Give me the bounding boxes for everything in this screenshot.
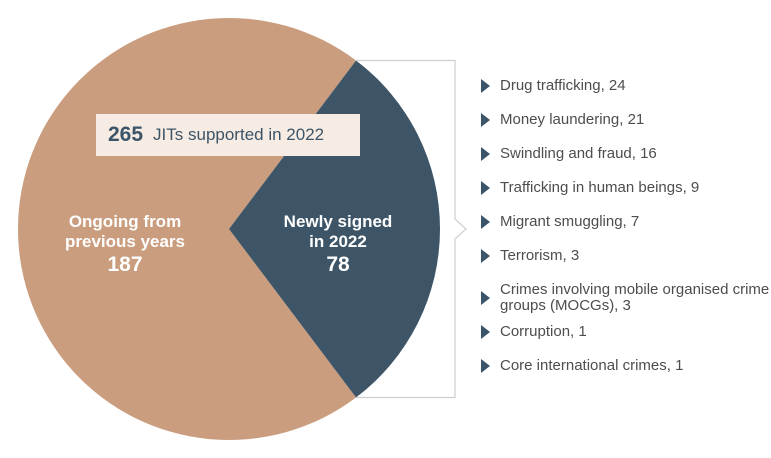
triangle-bullet-icon — [481, 147, 490, 161]
breakdown-label: Swindling and fraud, 16 — [500, 145, 657, 162]
total-jits-value: 265 — [108, 123, 144, 146]
breakdown-label: Crimes involving mobile organised crime … — [500, 281, 770, 314]
breakdown-item: Swindling and fraud, 16 — [481, 146, 771, 162]
breakdown-item: Core international crimes, 1 — [481, 358, 771, 374]
breakdown-bracket — [356, 59, 467, 399]
triangle-bullet-icon — [481, 359, 490, 373]
triangle-bullet-icon — [481, 249, 490, 263]
breakdown-item: Terrorism, 3 — [481, 248, 771, 264]
pie-slice-newly-signed — [229, 60, 440, 398]
triangle-bullet-icon — [481, 113, 490, 127]
breakdown-item: Migrant smuggling, 7 — [481, 214, 771, 230]
label-newly-signed: Newly signed in 2022 78 — [268, 212, 408, 278]
breakdown-item: Money laundering, 21 — [481, 112, 771, 128]
triangle-bullet-icon — [481, 79, 490, 93]
breakdown-item: Corruption, 1 — [481, 324, 771, 340]
breakdown-label: Core international crimes, 1 — [500, 357, 684, 374]
breakdown-label: Corruption, 1 — [500, 323, 587, 340]
label-ongoing: Ongoing from previous years 187 — [40, 212, 210, 278]
label-ongoing-value: 187 — [107, 253, 143, 276]
breakdown-label: Migrant smuggling, 7 — [500, 213, 640, 230]
triangle-bullet-icon — [481, 181, 490, 195]
triangle-bullet-icon — [481, 215, 490, 229]
triangle-bullet-icon — [481, 325, 490, 339]
breakdown-item: Crimes involving mobile organised crime … — [481, 282, 771, 314]
breakdown-label: Drug trafficking, 24 — [500, 77, 626, 94]
label-ongoing-line2: previous years — [64, 232, 185, 251]
triangle-bullet-icon — [481, 291, 490, 305]
breakdown-label: Money laundering, 21 — [500, 111, 645, 128]
breakdown-item: Drug trafficking, 24 — [481, 78, 771, 94]
breakdown-label: Trafficking in human beings, 9 — [500, 179, 700, 196]
label-ongoing-line1: Ongoing from — [68, 212, 182, 231]
label-newly-signed-line1: Newly signed — [283, 212, 393, 231]
breakdown-item: Trafficking in human beings, 9 — [481, 180, 771, 196]
total-jits-box: 265 JITs supported in 2022 — [96, 114, 360, 156]
label-newly-signed-line2: in 2022 — [309, 232, 367, 251]
label-newly-signed-value: 78 — [326, 253, 350, 276]
breakdown-label: Terrorism, 3 — [500, 247, 580, 264]
total-jits-label: JITs supported in 2022 — [153, 125, 325, 144]
